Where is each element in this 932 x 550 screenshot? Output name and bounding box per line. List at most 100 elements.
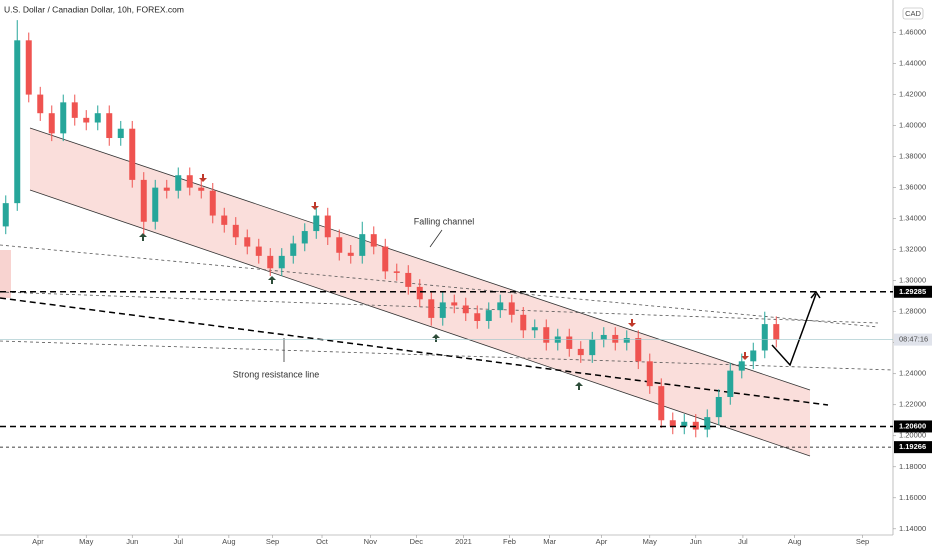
y-tick-label: 1.40000 bbox=[899, 121, 926, 130]
left-box bbox=[0, 250, 11, 298]
candle-body bbox=[221, 215, 228, 225]
y-tick-label: 1.42000 bbox=[899, 90, 926, 99]
candle-body bbox=[658, 386, 665, 421]
trend-dotted bbox=[0, 291, 879, 324]
candle-body bbox=[416, 286, 423, 300]
projection-path bbox=[771, 293, 817, 367]
level-label: 1.29285 bbox=[899, 287, 926, 296]
candle-body bbox=[612, 334, 619, 343]
candle-body bbox=[140, 179, 147, 222]
annotation-pointer bbox=[429, 229, 443, 248]
x-tick-label: Jul bbox=[738, 537, 748, 546]
x-tick-label: Jul bbox=[173, 537, 183, 546]
y-tick-label: 1.22000 bbox=[899, 400, 926, 409]
trend-dashed bbox=[0, 297, 829, 406]
candle-body bbox=[209, 190, 216, 216]
x-tick-label: Aug bbox=[788, 537, 801, 546]
candle-body bbox=[336, 237, 343, 253]
candle-body bbox=[324, 215, 331, 238]
level-tag bbox=[894, 441, 932, 454]
candle-body bbox=[566, 336, 573, 349]
candle-body bbox=[244, 237, 251, 247]
candle-body bbox=[405, 272, 412, 287]
candle-body bbox=[117, 128, 124, 139]
level-tag bbox=[894, 420, 932, 433]
candle-body bbox=[727, 370, 734, 397]
candle-body bbox=[255, 246, 262, 256]
candle-body bbox=[290, 243, 297, 256]
candle-body bbox=[635, 338, 642, 362]
y-tick-label: 1.44000 bbox=[899, 59, 926, 68]
candle-body bbox=[278, 255, 285, 269]
candle-body bbox=[773, 324, 780, 340]
x-tick-label: Dec bbox=[410, 537, 424, 546]
candle-body bbox=[692, 421, 699, 430]
level-label: 1.20600 bbox=[899, 421, 926, 430]
candle-body bbox=[543, 327, 550, 343]
candle-body bbox=[750, 350, 757, 362]
candle-body bbox=[25, 40, 32, 95]
candle-body bbox=[152, 187, 159, 222]
x-tick-label: Sep bbox=[266, 537, 279, 546]
candle-body bbox=[577, 348, 584, 356]
candle-body bbox=[623, 338, 630, 343]
up-arrows bbox=[139, 233, 583, 390]
candle-body bbox=[14, 40, 21, 204]
down-arrow bbox=[628, 319, 636, 327]
x-tick-label: May bbox=[79, 537, 93, 546]
candle-body bbox=[232, 224, 239, 238]
candle-body bbox=[382, 246, 389, 272]
candle-body bbox=[600, 334, 607, 340]
y-tick-label: 1.38000 bbox=[899, 152, 926, 161]
candle-body bbox=[198, 187, 205, 191]
candle-body bbox=[474, 313, 481, 321]
candle-body bbox=[94, 113, 101, 123]
x-tick-label: Sep bbox=[856, 537, 869, 546]
candle-body bbox=[761, 324, 768, 351]
candle-body bbox=[704, 417, 711, 430]
x-tick-label: Jun bbox=[126, 537, 138, 546]
candle-body bbox=[520, 314, 527, 331]
candle-body bbox=[359, 234, 366, 256]
chart-title: U.S. Dollar / Canadian Dollar, 10h, FORE… bbox=[4, 4, 184, 14]
candle-body bbox=[681, 421, 688, 427]
candle-body bbox=[347, 252, 354, 256]
x-tick-label: May bbox=[643, 537, 657, 546]
x-tick-label: Apr bbox=[596, 537, 608, 546]
up-arrow bbox=[432, 334, 440, 342]
currency-label: CAD bbox=[905, 9, 921, 18]
candle-body bbox=[48, 113, 55, 134]
candle-body bbox=[186, 175, 193, 188]
candle-body bbox=[669, 420, 676, 427]
annotation: Strong resistance line bbox=[233, 369, 320, 379]
y-tick-label: 1.24000 bbox=[899, 369, 926, 378]
candle-body bbox=[451, 302, 458, 306]
y-tick-label: 1.34000 bbox=[899, 214, 926, 223]
x-tick-label: Oct bbox=[316, 537, 329, 546]
y-tick-label: 1.46000 bbox=[899, 28, 926, 37]
candle-body bbox=[301, 231, 308, 244]
candles bbox=[2, 20, 780, 438]
x-tick-label: Aug bbox=[222, 537, 235, 546]
candle-body bbox=[589, 339, 596, 356]
x-tick-label: 2021 bbox=[455, 537, 472, 546]
y-tick-label: 1.20000 bbox=[899, 431, 926, 440]
candle-body bbox=[715, 396, 722, 418]
candle-body bbox=[267, 255, 274, 269]
trend-dotted bbox=[0, 244, 879, 328]
channel-upper bbox=[29, 127, 811, 391]
up-arrow bbox=[575, 382, 583, 390]
x-tick-label: Feb bbox=[503, 537, 516, 546]
y-tick-label: 1.28000 bbox=[899, 307, 926, 316]
y-tick-label: 1.32000 bbox=[899, 245, 926, 254]
candle-body bbox=[163, 187, 170, 191]
candle-body bbox=[2, 203, 9, 227]
y-tick-label: 1.16000 bbox=[899, 493, 926, 502]
channel-lower bbox=[29, 189, 811, 457]
candle-body bbox=[462, 305, 469, 314]
level-tag bbox=[894, 285, 932, 298]
annotation: Falling channel bbox=[414, 216, 475, 226]
countdown-label: 08:47:16 bbox=[899, 335, 928, 344]
candle-body bbox=[531, 327, 538, 331]
